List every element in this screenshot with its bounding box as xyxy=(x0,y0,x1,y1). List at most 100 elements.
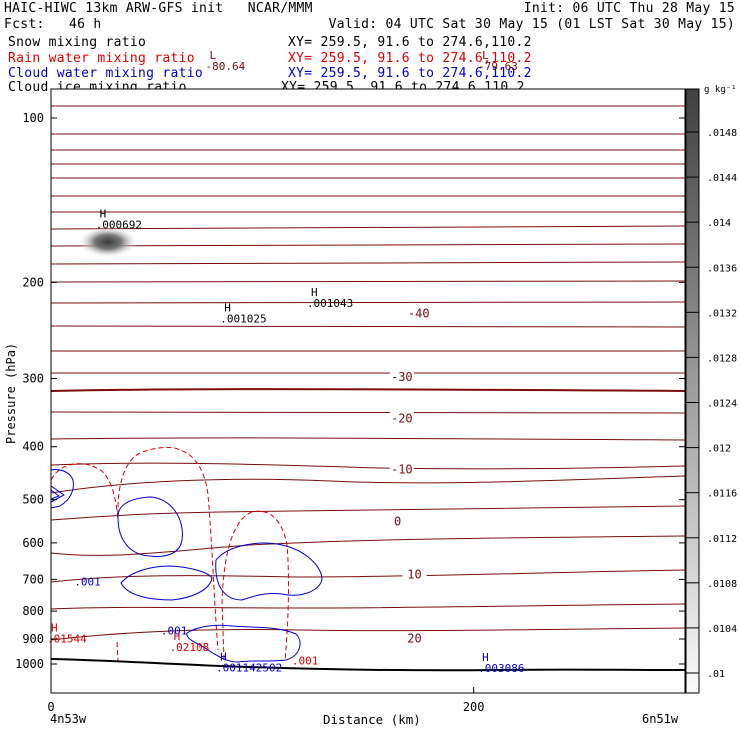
isotherm-label: 20 xyxy=(407,631,421,645)
field-rain-xy: XY= 259.5, 91.6 to 274.6,110.2 xyxy=(288,51,532,66)
extremum-value: .02108 xyxy=(170,641,210,654)
y-tick-label: 200 xyxy=(22,275,44,289)
colorbar-tick-label: .0144 xyxy=(707,173,737,184)
x-axis-label: Distance (km) xyxy=(323,712,421,727)
y-tick-label: 600 xyxy=(22,536,44,550)
isotherm-label-bg xyxy=(385,514,410,527)
extremum-value: -80.64 xyxy=(206,60,246,73)
colorbar-tick-label: .0104 xyxy=(707,624,737,635)
y-tick-label: 300 xyxy=(22,372,44,386)
x-right-end-label: 6n51w xyxy=(642,712,679,726)
extremum-marker: H xyxy=(51,622,58,635)
extrema-labels: L-80.64L-79.63H.000692H.001025H.001043H.… xyxy=(47,49,524,675)
extremum-marker: H xyxy=(174,630,181,643)
cloudwater-contour xyxy=(50,469,74,509)
header-line1-right: Init: 06 UTC Thu 28 May 15 xyxy=(523,1,735,16)
isotherm-line xyxy=(50,603,686,610)
rain-contour xyxy=(50,463,119,521)
extremum-value: .000692 xyxy=(96,218,142,231)
rain-contour xyxy=(221,510,289,661)
extremum-value: .003086 xyxy=(478,662,524,675)
y-tick-label: 100 xyxy=(22,111,44,125)
extremum-marker: L xyxy=(482,49,489,62)
isotherm-label-bg xyxy=(406,306,431,319)
contour-line-label: .001 xyxy=(74,575,101,588)
extremum-marker: H xyxy=(224,301,231,314)
isotherm-line xyxy=(50,627,686,641)
contour-line-labels: .001 .001 .001 xyxy=(74,575,318,667)
isotherm-line xyxy=(50,163,686,165)
colorbar-tick-label: .0148 xyxy=(707,128,737,139)
isotherm-label: -20 xyxy=(391,411,413,425)
y-tick-label: 700 xyxy=(22,572,44,586)
y-tick-label: 400 xyxy=(22,440,44,454)
colorbar-tick-label: .0124 xyxy=(707,399,737,410)
contour-line-label: .001 xyxy=(161,624,188,637)
colorbar-unit: g kg⁻¹ xyxy=(704,85,737,95)
isotherm-line xyxy=(50,195,686,197)
extremum-marker: L xyxy=(210,49,217,62)
rain-contour xyxy=(116,641,119,663)
extremum-value: .001043 xyxy=(307,297,353,310)
isotherm-label: -30 xyxy=(391,370,413,384)
colorbar-tick-label: .0132 xyxy=(707,308,737,319)
cloudwater-contour xyxy=(50,489,61,500)
terrain-line xyxy=(50,658,686,672)
y-tick-label: 800 xyxy=(22,604,44,618)
extremum-value: .001142502 xyxy=(216,661,282,674)
isotherm-label-bg xyxy=(389,411,414,424)
field-cloudwater-xy: XY= 259.5, 91.6 to 274.6,110.2 xyxy=(288,66,532,81)
field-snow-name: Snow mixing ratio xyxy=(8,35,147,50)
isotherm-line xyxy=(50,437,686,441)
isotherm-line xyxy=(50,388,686,392)
isotherm-label-bg xyxy=(402,567,427,580)
header-line1-left: HAIC-HIWC 13km ARW-GFS init NCAR/MMM xyxy=(4,1,313,16)
colorbar-tick-label: .0128 xyxy=(707,353,737,364)
plot-frame xyxy=(50,88,686,694)
snow-mixing-max xyxy=(78,226,138,258)
field-cloudwater-name: Cloud water mixing ratio xyxy=(8,66,204,81)
cloudwater-contour xyxy=(117,496,183,557)
rain-contour xyxy=(117,446,219,651)
isotherm-line xyxy=(50,462,686,470)
colorbar-tick-label: .0136 xyxy=(707,263,737,274)
isotherm-label: -10 xyxy=(391,462,413,476)
cloudwater-contour xyxy=(120,565,213,601)
colorbar: .0148 .0144 .014 .0136 .0132 .0128 .0124 .012 .0… xyxy=(685,88,737,694)
colorbar-tick-label: .0108 xyxy=(707,579,737,590)
y-tick-label: 1000 xyxy=(15,657,44,671)
x-tick-label: 0 xyxy=(47,700,54,714)
colorbar-tick-label: .01 xyxy=(707,669,725,680)
isotherm-labels: -40 -30 -20 -10 0 10 20 xyxy=(385,306,431,645)
header-line2-right: Valid: 04 UTC Sat 30 May 15 (01 LST Sat … xyxy=(328,17,735,32)
isotherm-label-bg xyxy=(402,631,427,644)
extremum-value: .001025 xyxy=(220,312,266,325)
extremum-value: -79.63 xyxy=(478,60,518,73)
field-rain-name: Rain water mixing ratio xyxy=(8,51,195,66)
field-snow-xy: XY= 259.5, 91.6 to 274.6,110.2 xyxy=(288,35,532,50)
cloudwater-contour xyxy=(186,624,301,663)
colorbar-ramp xyxy=(685,88,700,694)
isotherm-line xyxy=(50,177,686,179)
isotherm-label-bg xyxy=(389,369,414,382)
extremum-marker: H xyxy=(100,207,107,220)
extremum-value: .01544 xyxy=(47,633,87,646)
isotherm-label: 0 xyxy=(394,514,401,528)
y-tick-label: 900 xyxy=(22,632,44,646)
cloudwater-contour xyxy=(215,542,323,601)
rain-contours xyxy=(50,446,289,663)
x-ticks: 0 200 xyxy=(47,687,485,714)
isotherm-label: 10 xyxy=(407,567,421,581)
colorbar-tick-label: .0112 xyxy=(707,534,737,545)
isotherm-label: -40 xyxy=(408,306,430,320)
isotherm-label-bg xyxy=(389,462,414,475)
extremum-marker: H xyxy=(311,286,318,299)
colorbar-tick-label: .014 xyxy=(707,218,731,229)
isotherm-line xyxy=(50,211,686,213)
isotherm-line xyxy=(50,475,686,494)
isotherm-line xyxy=(50,149,686,151)
header-line2-left: Fcst: 46 h xyxy=(4,17,102,32)
extremum-marker: H xyxy=(482,651,489,664)
